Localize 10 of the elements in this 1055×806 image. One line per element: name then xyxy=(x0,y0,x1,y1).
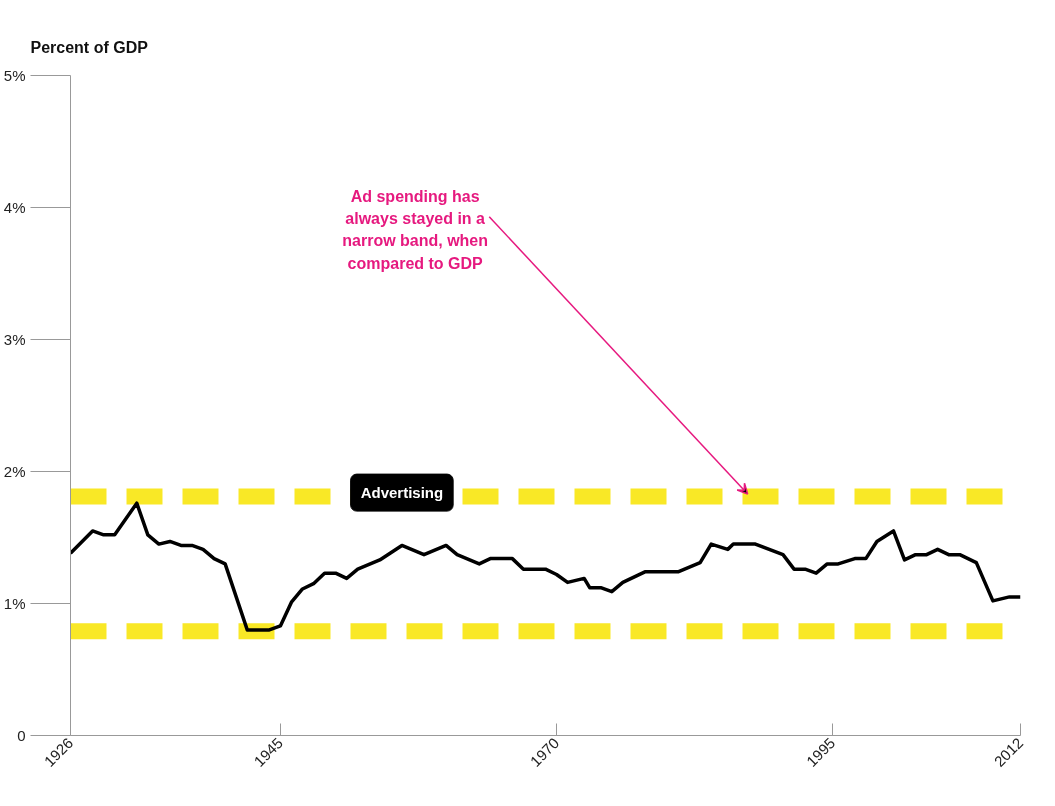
y-tick-label: 0 xyxy=(17,727,26,744)
y-tick-label: 3% xyxy=(3,331,26,348)
y-tick-label: 4% xyxy=(3,199,26,216)
y-tick-label: 1% xyxy=(3,595,26,612)
y-tick-label: 5% xyxy=(3,67,26,84)
y-axis-title: Percent of GDP xyxy=(30,38,149,56)
annotation: Ad spending has always stayed in a narrow band, when compared to GDP xyxy=(342,188,489,272)
y-tick-label: 2% xyxy=(3,463,26,480)
line-series xyxy=(70,501,1021,632)
text: Advertising xyxy=(360,484,444,502)
